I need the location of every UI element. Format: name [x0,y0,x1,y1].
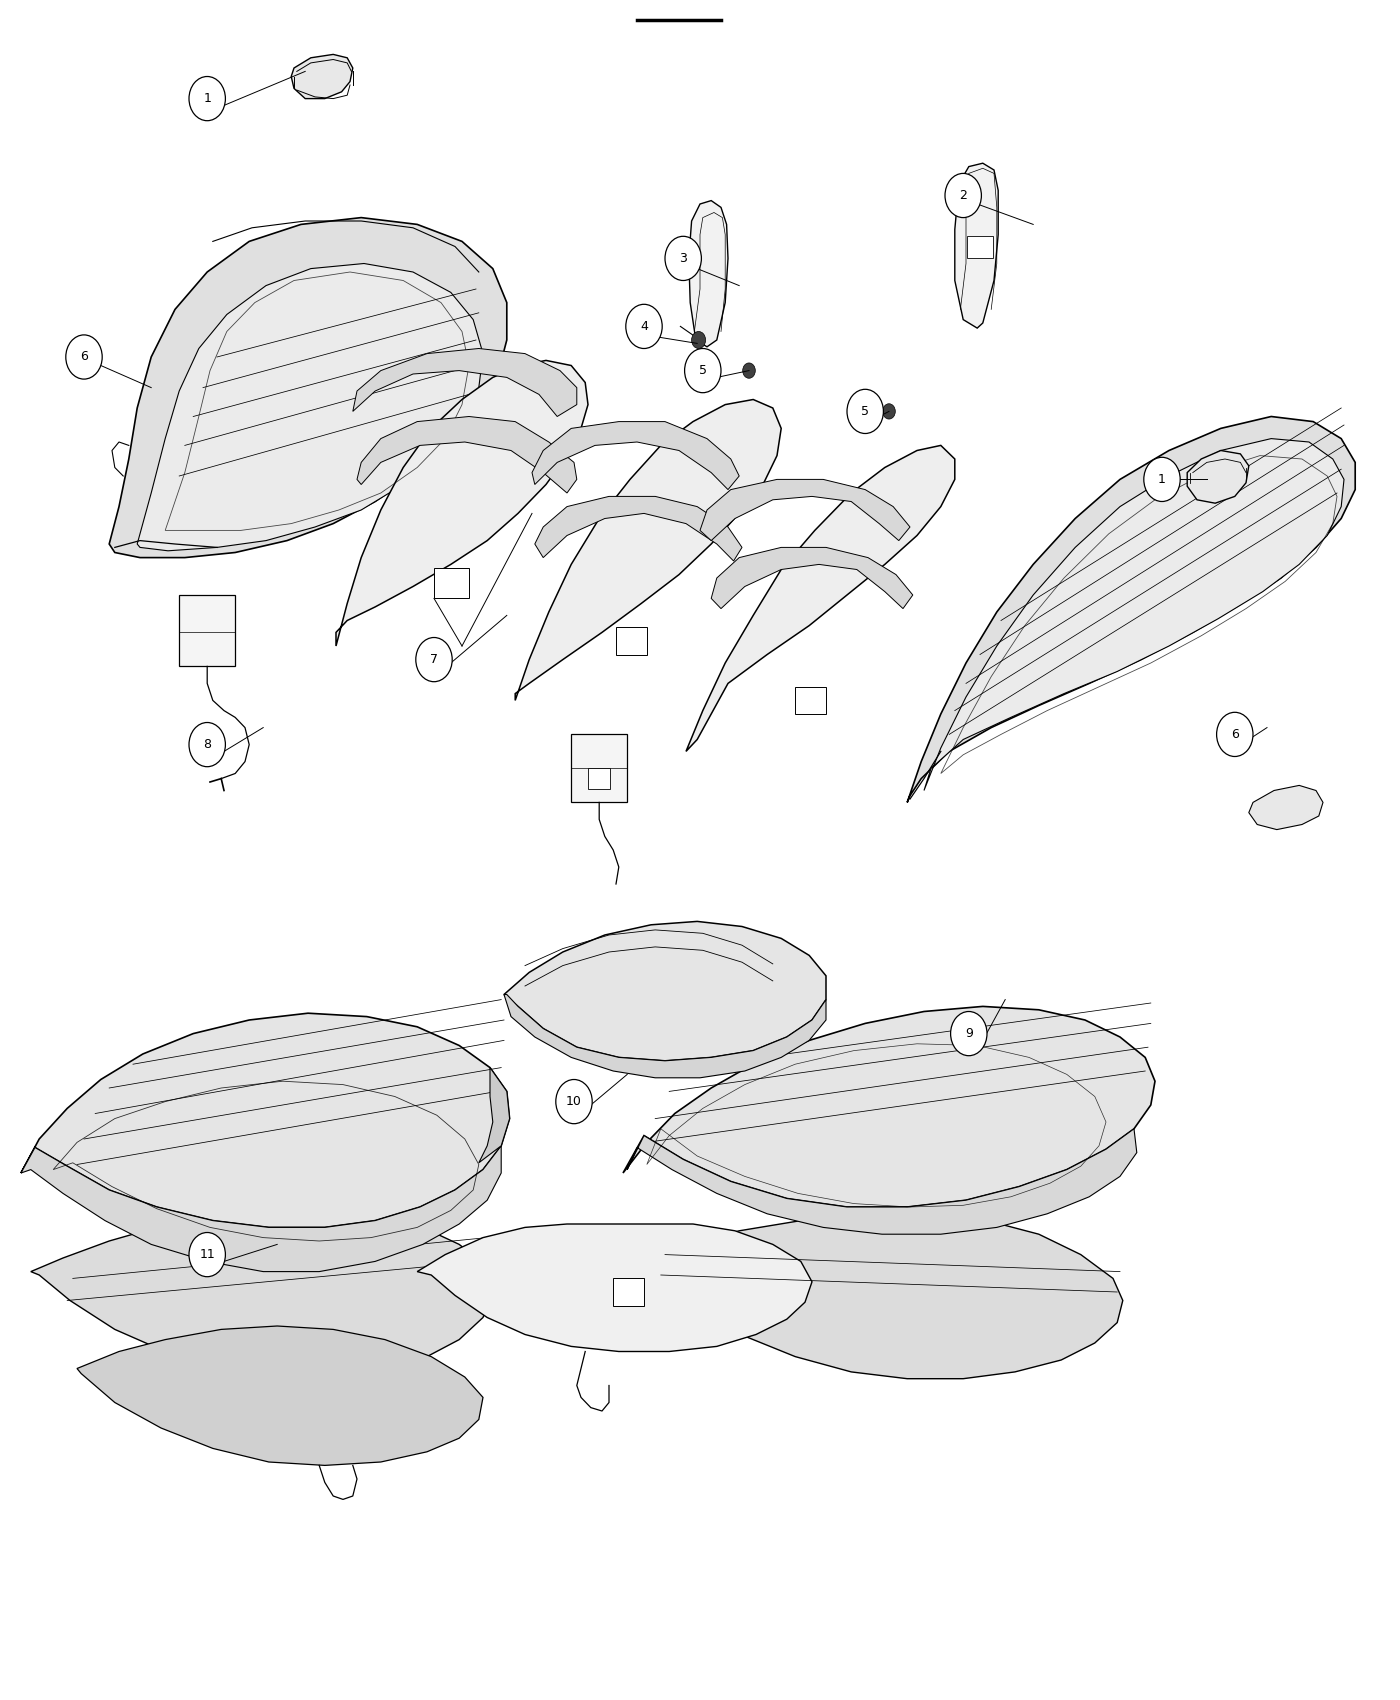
Polygon shape [627,1129,1137,1234]
Circle shape [416,638,452,682]
Circle shape [685,348,721,393]
Circle shape [743,362,756,379]
Polygon shape [907,416,1355,802]
Text: 1: 1 [203,92,211,105]
Polygon shape [1249,785,1323,830]
Polygon shape [924,439,1344,790]
Polygon shape [353,348,577,416]
Polygon shape [479,1068,510,1163]
Polygon shape [179,595,235,666]
Circle shape [556,1080,592,1124]
Circle shape [665,236,701,280]
Polygon shape [357,416,577,493]
Text: 9: 9 [965,1027,973,1040]
Polygon shape [504,994,826,1078]
Text: 8: 8 [203,738,211,751]
Text: 7: 7 [430,653,438,666]
Polygon shape [641,1214,1123,1379]
Polygon shape [955,163,998,328]
Polygon shape [532,422,739,490]
Polygon shape [711,547,913,609]
Text: 11: 11 [199,1248,216,1261]
Bar [616,627,647,654]
Polygon shape [21,1146,501,1272]
Bar [967,236,993,258]
Circle shape [626,304,662,348]
Polygon shape [109,218,507,558]
Polygon shape [504,921,826,1061]
Polygon shape [689,201,728,347]
Polygon shape [336,360,588,646]
Polygon shape [137,264,483,551]
Polygon shape [31,1210,493,1377]
Circle shape [847,389,883,434]
Polygon shape [515,400,781,700]
Circle shape [189,76,225,121]
Text: 1: 1 [1158,473,1166,486]
Polygon shape [700,479,910,541]
Circle shape [883,405,896,420]
Text: 5: 5 [699,364,707,377]
Polygon shape [686,445,955,751]
Circle shape [66,335,102,379]
Polygon shape [21,1013,510,1227]
Polygon shape [571,734,627,802]
Text: 3: 3 [679,252,687,265]
Polygon shape [291,54,353,99]
Text: 2: 2 [959,189,967,202]
Text: 6: 6 [1231,728,1239,741]
Text: 10: 10 [566,1095,582,1108]
Bar [588,768,610,789]
Polygon shape [77,1326,483,1465]
Bar [613,1278,644,1306]
Circle shape [951,1012,987,1056]
Circle shape [1217,712,1253,756]
Circle shape [945,173,981,218]
Circle shape [692,332,706,348]
Text: 4: 4 [640,320,648,333]
Polygon shape [623,1006,1155,1207]
Circle shape [1144,457,1180,501]
Polygon shape [1187,450,1249,503]
Polygon shape [535,496,742,561]
Bar [434,568,469,598]
Circle shape [189,722,225,767]
Circle shape [189,1232,225,1277]
Text: 5: 5 [861,405,869,418]
Polygon shape [417,1224,812,1352]
Bar [795,687,826,714]
Text: 6: 6 [80,350,88,364]
